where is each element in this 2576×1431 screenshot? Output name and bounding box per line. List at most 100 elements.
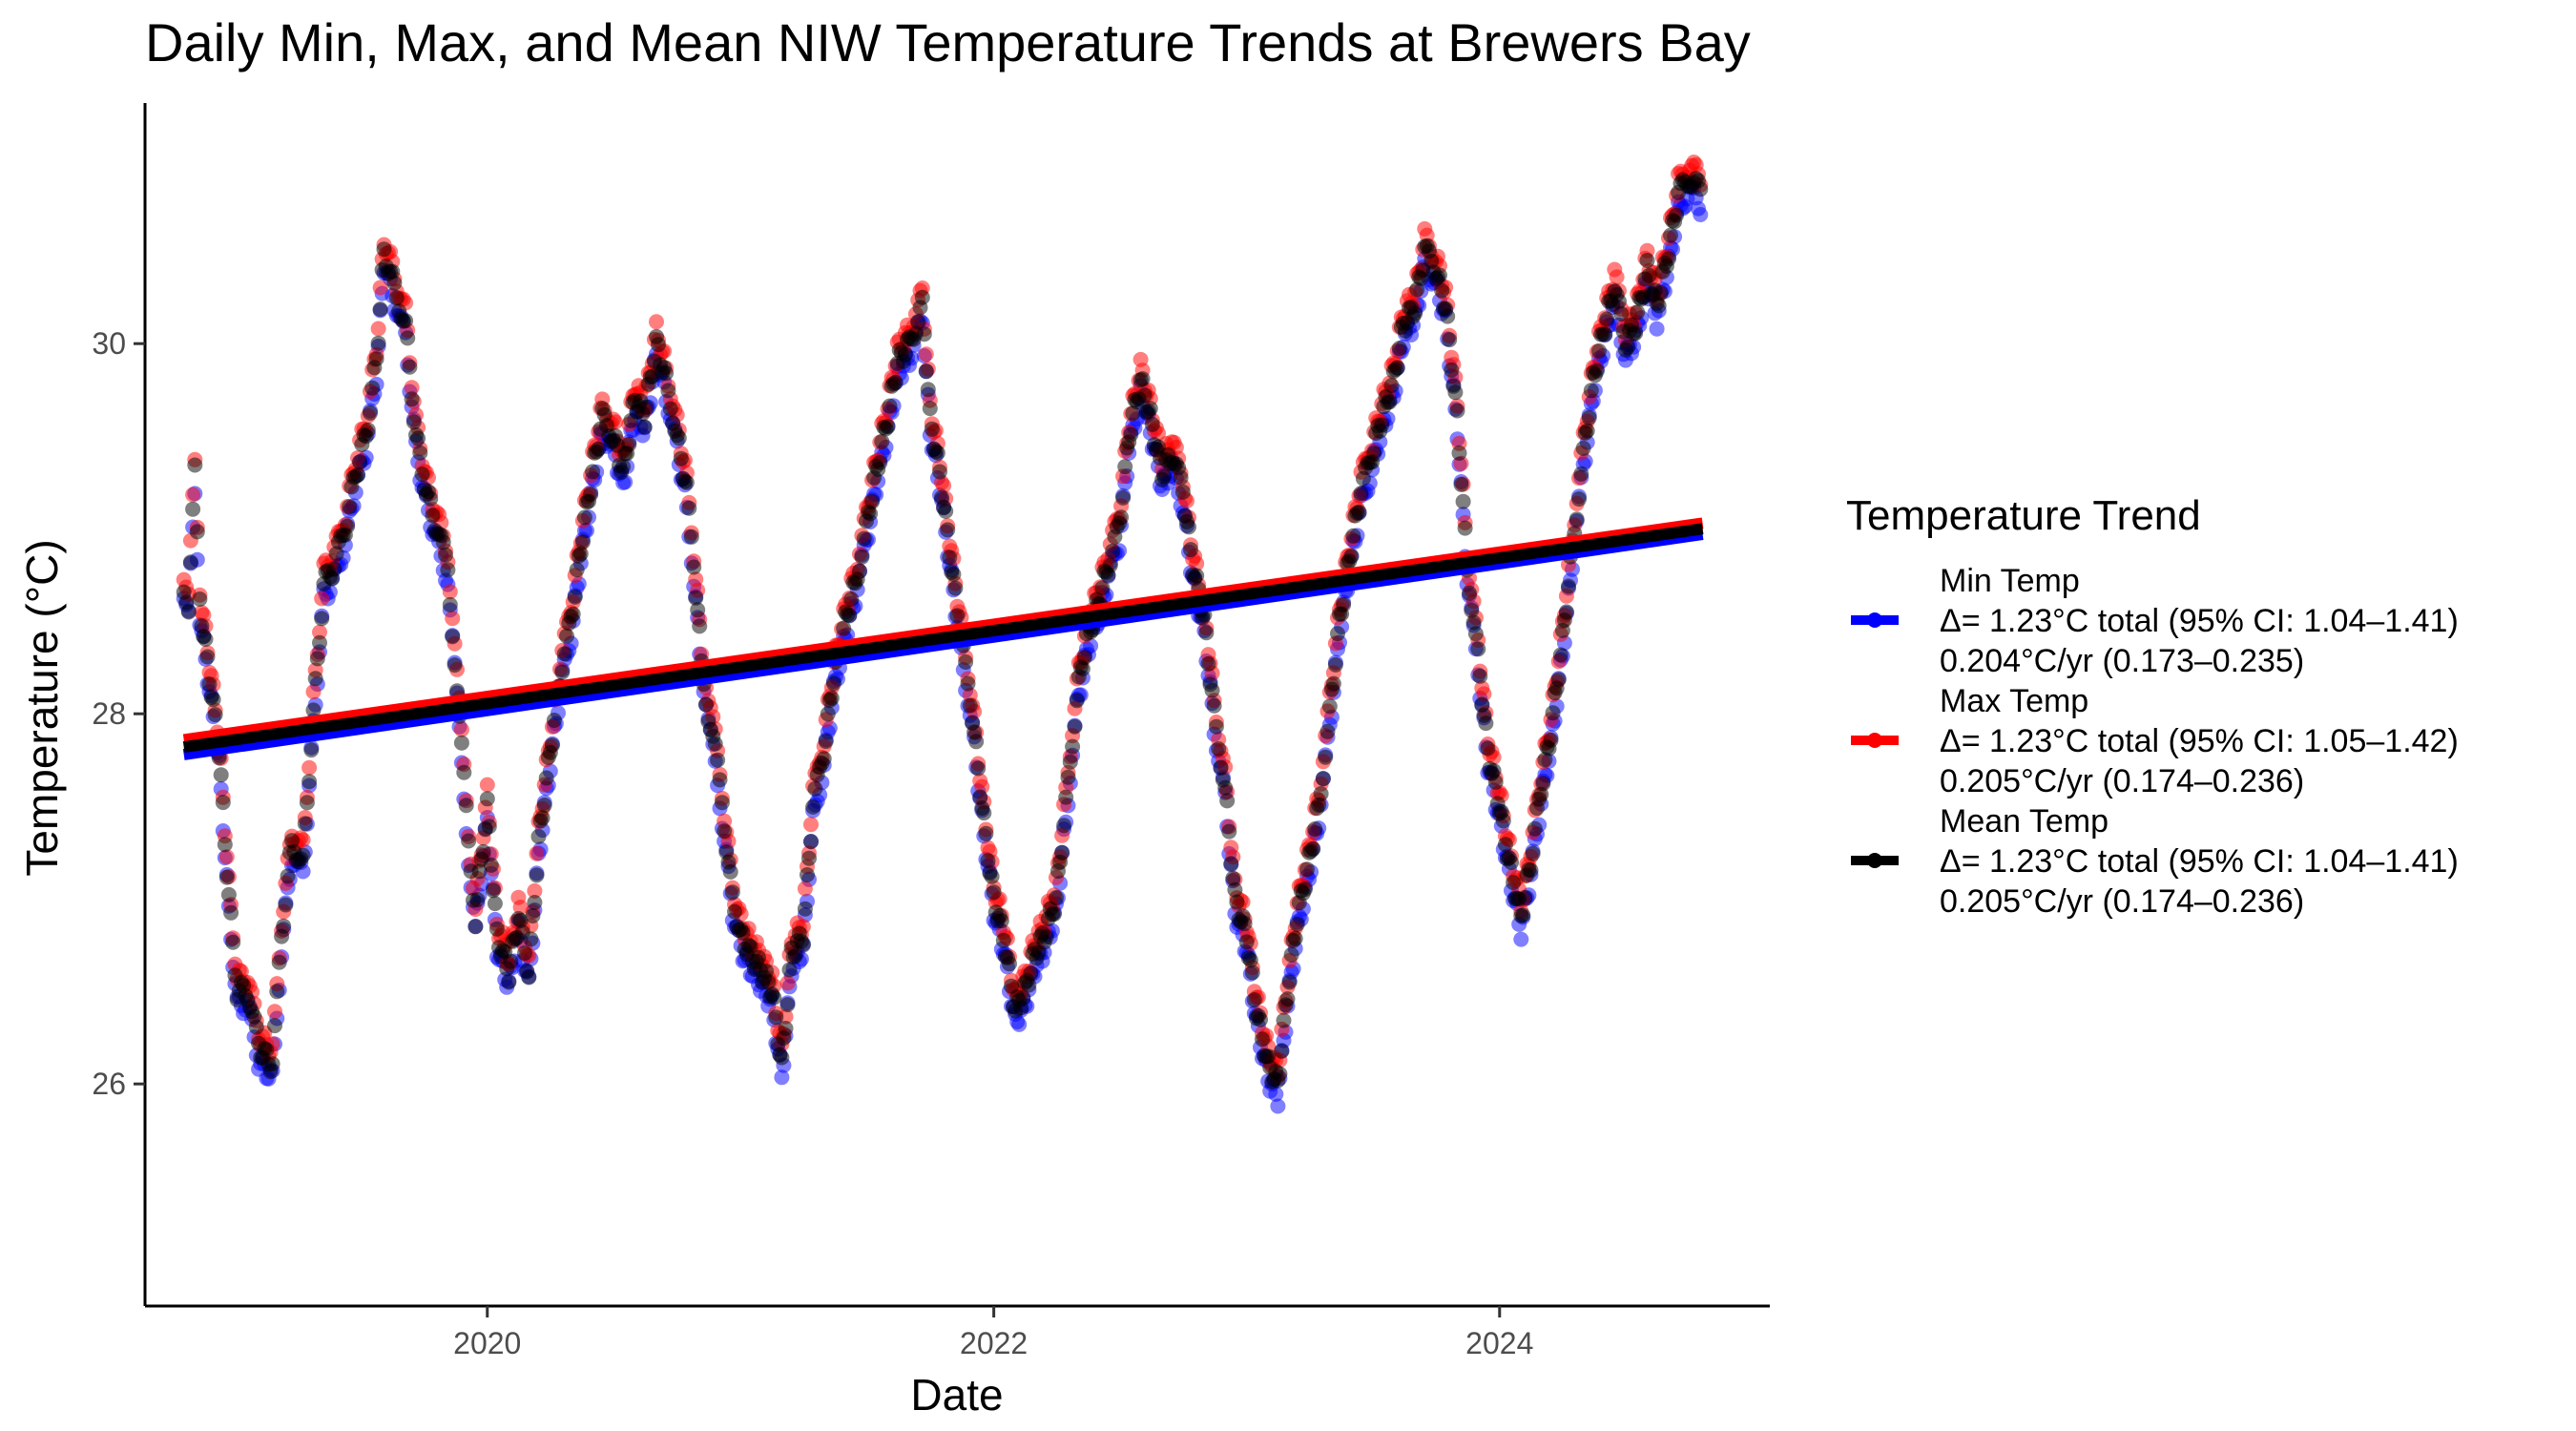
data-point [1219,793,1236,809]
data-point [309,651,325,667]
data-point [425,508,441,524]
data-point [1074,661,1091,676]
data-point [1353,486,1369,502]
data-point [1134,371,1151,387]
data-point [1651,298,1667,314]
data-point [384,263,401,280]
data-point [671,430,687,446]
data-point [1345,528,1361,544]
data-point [475,843,491,860]
legend-item-label: Δ= 1.23°C total (95% CI: 1.04–1.41) [1940,603,2459,639]
data-point [1305,840,1321,857]
data-point [1049,890,1064,905]
data-point [1123,426,1139,443]
data-point [1663,227,1678,243]
data-point [707,736,723,752]
data-point [376,241,392,258]
data-point [185,501,201,517]
data-point [818,734,834,750]
data-point [662,401,678,417]
data-point [1391,341,1407,357]
data-point [993,913,1009,929]
data-point [797,901,813,917]
data-point [774,1049,790,1066]
data-point [1568,511,1585,528]
data-point [787,948,803,964]
data-point [1283,946,1299,963]
data-point [800,867,815,882]
data-point [442,584,458,600]
data-point [368,351,384,367]
data-point [363,404,378,421]
data-point [836,620,852,636]
data-point [1447,384,1464,401]
data-point [1181,519,1196,535]
legend-key-point [1867,853,1882,868]
legend-key-point [1867,612,1882,628]
data-point [264,1056,280,1072]
data-point [1470,641,1486,657]
data-point [445,611,461,627]
data-point [1649,321,1665,337]
data-point [180,604,197,620]
data-point [523,931,539,947]
data-point [271,954,287,970]
data-point [1609,269,1625,285]
data-point [962,697,978,714]
data-point [1464,602,1480,618]
data-point [276,918,292,934]
data-point [958,654,974,670]
data-point [1173,469,1189,486]
data-point [1525,845,1541,861]
data-point [471,863,488,880]
data-point [1236,916,1253,931]
points-mean-temp [176,171,1709,1089]
data-point [1467,626,1484,642]
data-point [820,706,836,722]
data-point [1058,789,1074,805]
data-point [1351,504,1367,520]
y-axis-title: Temperature (°C) [17,539,67,876]
data-point [1276,1012,1292,1028]
data-point [1319,723,1336,739]
data-point [1613,306,1630,321]
data-point [1244,964,1260,981]
data-point [774,1069,790,1086]
data-point [722,863,738,880]
data-point [213,767,229,783]
y-ticks: 26 28 30 [92,326,145,1101]
data-point [1579,423,1595,439]
data-point [1242,952,1258,968]
data-point [1289,916,1305,932]
data-point [1270,1098,1286,1114]
data-point [404,391,420,407]
legend-item-label: Δ= 1.23°C total (95% CI: 1.05–1.42) [1940,723,2459,759]
data-point [1225,870,1241,886]
data-point [615,459,632,475]
data-point [544,737,560,754]
data-point [874,433,890,449]
data-point [199,649,216,665]
data-point [947,580,964,596]
data-point [192,591,208,607]
data-point [1213,759,1229,776]
data-point [1246,992,1262,1007]
data-point [440,562,456,578]
data-point [1455,493,1471,509]
data-point [1054,844,1070,861]
data-point [1343,549,1360,565]
data-point [1287,930,1303,946]
data-point [1221,823,1237,840]
data-point [1543,732,1559,748]
data-point [698,696,714,713]
data-point [673,450,689,467]
data-point [1272,1066,1288,1082]
data-point [1432,267,1447,283]
data-point [554,664,571,680]
data-point [527,882,543,899]
data-point [742,939,758,955]
data-point [681,500,697,516]
data-point [1174,484,1191,500]
data-point [1497,837,1513,853]
